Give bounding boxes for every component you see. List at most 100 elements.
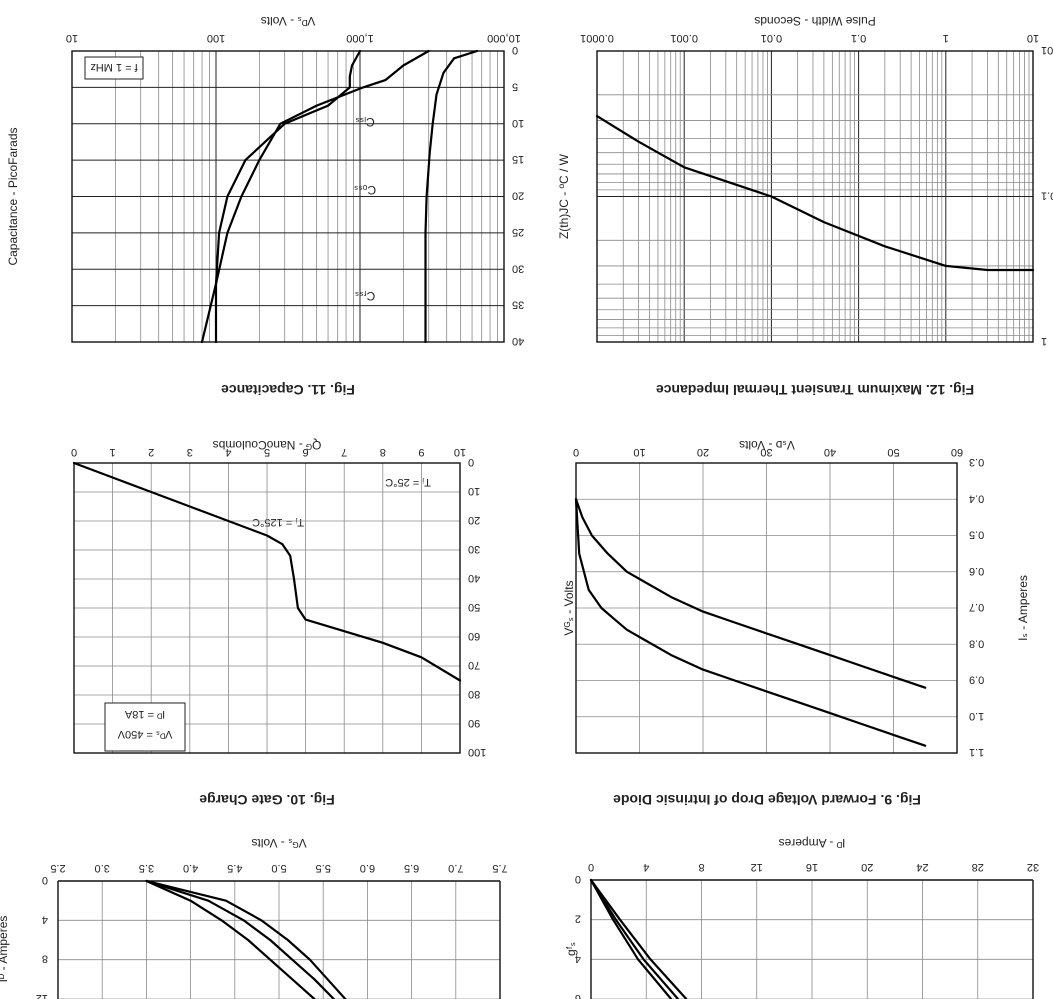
series-line-3 xyxy=(214,49,362,344)
x-tick-label: 7 xyxy=(341,446,347,458)
x-tick-label: 10 xyxy=(1027,32,1039,44)
series-line-1 xyxy=(589,878,673,999)
x-tick-label: 28 xyxy=(972,861,984,873)
x-tick-label: 1 xyxy=(943,32,949,44)
x-tick-label: 2 xyxy=(148,446,154,458)
series-line-1 xyxy=(145,879,347,999)
y-tick-label: 0 xyxy=(512,44,518,56)
y-tick-label: 20 xyxy=(468,514,480,526)
y-tick-label: 0.5 xyxy=(969,529,984,541)
y-tick-label: 0.1 xyxy=(1041,190,1053,202)
axis-label: Iᴰ - Amperes xyxy=(779,836,846,850)
y-tick-label: 0.7 xyxy=(969,601,984,613)
chart-title: Fig. 10. Gate Charge xyxy=(199,792,335,808)
y-tick-label: 8 xyxy=(42,953,48,965)
x-tick-label: 24 xyxy=(916,861,928,873)
x-tick-label: 100 xyxy=(207,32,225,44)
x-tick-label: 8 xyxy=(380,446,386,458)
x-tick-label: 3.5 xyxy=(139,862,154,874)
series-line-1 xyxy=(72,461,462,682)
y-tick-label: 1.0 xyxy=(969,710,984,722)
y-tick-label: 90 xyxy=(468,717,480,729)
y-tick-label: 1.1 xyxy=(969,746,984,758)
series-line-1 xyxy=(574,498,927,689)
series-line-2 xyxy=(574,498,927,747)
y-tick-label: 5 xyxy=(512,80,518,92)
x-tick-label: 0.001 xyxy=(670,32,698,44)
series-line-2 xyxy=(200,49,430,344)
y-tick-label: 4 xyxy=(42,913,48,925)
series-label: Cᵢₛₛ xyxy=(355,115,375,129)
y-tick-label: 100 xyxy=(468,746,486,758)
series-line-1 xyxy=(424,49,479,344)
y-tick-label: 25 xyxy=(512,226,524,238)
x-tick-label: 40 xyxy=(824,446,836,458)
axis-label: gᶠₛ xyxy=(564,942,578,956)
x-tick-label: 6.5 xyxy=(404,862,419,874)
y-tick-label: 0 xyxy=(42,874,48,886)
x-tick-label: 0 xyxy=(588,861,594,873)
y-tick-label: 4 xyxy=(575,952,581,964)
x-tick-label: 0.1 xyxy=(851,32,866,44)
annotation-label: Vᴰₛ = 450V xyxy=(117,728,172,740)
x-tick-label: 0 xyxy=(71,446,77,458)
x-tick-label: 12 xyxy=(751,861,763,873)
axis-label: Z(th)JC - ºC / W xyxy=(557,153,571,239)
x-tick-label: 7.5 xyxy=(492,862,507,874)
y-tick-label: 70 xyxy=(468,659,480,671)
x-tick-label: 10 xyxy=(66,32,78,44)
y-tick-label: 2 xyxy=(575,913,581,925)
x-tick-label: 1 xyxy=(110,446,116,458)
y-tick-label: 50 xyxy=(468,601,480,613)
x-tick-label: 50 xyxy=(887,446,899,458)
y-tick-label: 0.8 xyxy=(969,637,984,649)
axis-label: Iᴰ - Amperes xyxy=(0,916,10,983)
axis-label: Vᴳₛ - Volts xyxy=(562,580,576,635)
x-tick-label: 9 xyxy=(418,446,424,458)
y-tick-label: 40 xyxy=(468,572,480,584)
annotation-label: Iᴰ = 18A xyxy=(124,708,165,720)
x-tick-label: 0.01 xyxy=(761,32,782,44)
x-tick-label: 3 xyxy=(187,446,193,458)
y-tick-label: 0.3 xyxy=(969,456,984,468)
axis-label: Pulse Width - Seconds xyxy=(754,14,875,28)
y-tick-label: 20 xyxy=(512,190,524,202)
series-line-1 xyxy=(595,115,1035,272)
chart-title: Fig. 12. Maximum Transient Thermal Imped… xyxy=(656,382,974,398)
x-tick-label: 10,000 xyxy=(487,32,521,44)
axis-label: Qᴳ - NanoCoulombs xyxy=(213,438,322,452)
annotation-label: Tⱼ = 25°C xyxy=(385,476,431,488)
plot-frame xyxy=(596,50,1034,343)
y-tick-label: 12 xyxy=(36,992,48,999)
x-tick-label: 6.0 xyxy=(360,862,375,874)
y-tick-label: 30 xyxy=(512,262,524,274)
chart-title: Fig. 11. Capacitance xyxy=(221,382,355,398)
y-tick-label: 10 xyxy=(512,117,524,129)
x-tick-label: 1,000 xyxy=(346,32,374,44)
x-tick-label: 3.0 xyxy=(95,862,110,874)
x-tick-label: 20 xyxy=(697,446,709,458)
x-tick-label: 5 xyxy=(264,446,270,458)
y-tick-label: 80 xyxy=(468,688,480,700)
series-line-3 xyxy=(145,879,316,999)
y-tick-label: 0.4 xyxy=(969,492,984,504)
axis-label: Vᴳₛ - Volts xyxy=(251,836,306,850)
x-tick-label: 8 xyxy=(698,861,704,873)
x-tick-label: 32 xyxy=(1027,861,1039,873)
y-tick-label: 15 xyxy=(512,153,524,165)
x-tick-label: 60 xyxy=(951,446,963,458)
x-tick-label: 4.5 xyxy=(227,862,242,874)
x-tick-label: 16 xyxy=(806,861,818,873)
annotation-label: Tⱼ = 125°C xyxy=(252,516,304,528)
plot-frame xyxy=(73,462,461,754)
y-tick-label: 0 xyxy=(575,873,581,885)
plot-frame xyxy=(71,50,505,343)
axis-label: Iₛ - Amperes xyxy=(1016,575,1030,641)
x-tick-label: 6 xyxy=(303,446,309,458)
y-tick-label: 0.9 xyxy=(969,674,984,686)
